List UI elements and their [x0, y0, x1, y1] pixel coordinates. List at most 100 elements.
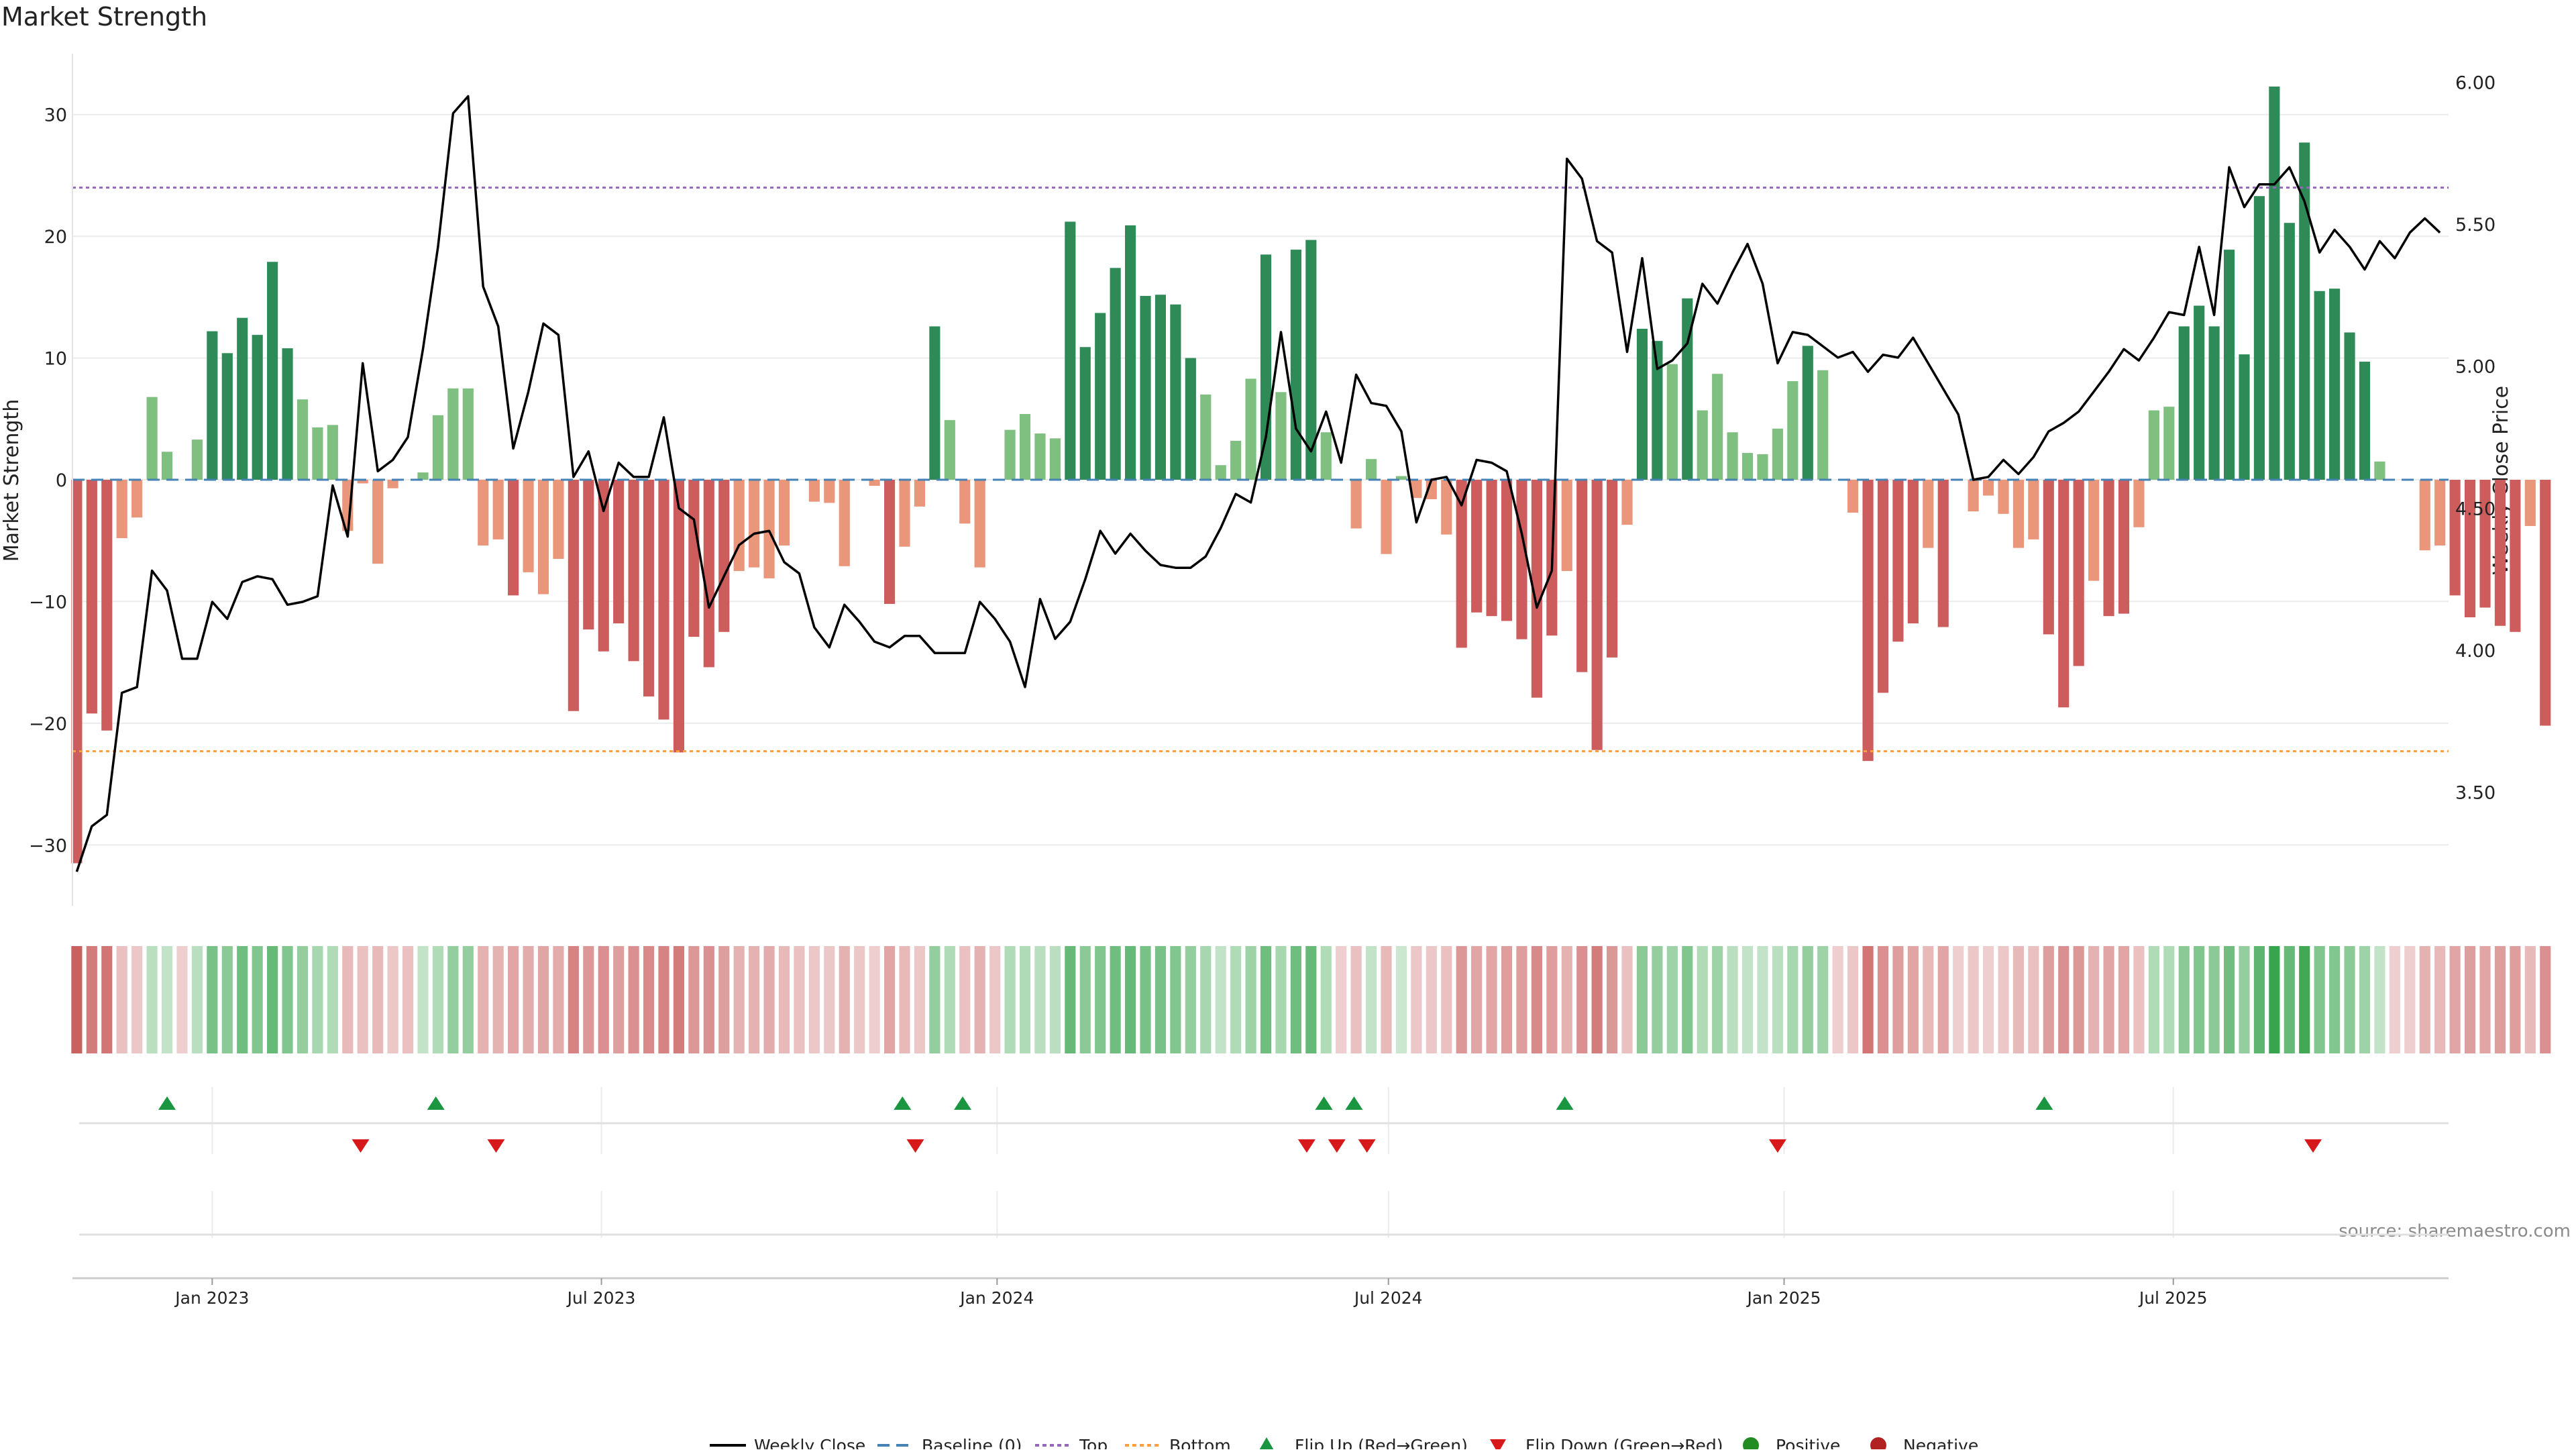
strength-bar: [207, 331, 218, 480]
strength-bar: [2299, 142, 2310, 480]
strength-bar: [1923, 480, 1934, 548]
flip-down-marker: [1297, 1139, 1316, 1153]
strength-bar: [2012, 480, 2024, 548]
strength-bar: [237, 317, 248, 480]
heat-cell: [1892, 946, 1904, 1053]
strength-bar: [553, 480, 564, 559]
heat-cell: [1877, 946, 1889, 1053]
x-tick-label: Jan 2023: [174, 1288, 249, 1308]
strength-bar: [508, 480, 519, 596]
heat-cell: [1531, 946, 1542, 1053]
heat-cell: [207, 946, 218, 1053]
strength-bar: [537, 480, 549, 594]
strength-bar: [1561, 480, 1572, 572]
strength-bar: [1847, 480, 1859, 513]
strength-bar: [2494, 480, 2506, 626]
heat-cell: [1923, 946, 1934, 1053]
strength-bar: [1652, 341, 1663, 480]
strength-bar: [778, 480, 790, 546]
strength-bar: [583, 480, 594, 630]
heat-cell: [2043, 946, 2054, 1053]
heat-cell: [824, 946, 835, 1053]
legend-label: Top: [1079, 1436, 1108, 1449]
heat-cell: [2359, 946, 2371, 1053]
strength-bar: [1636, 329, 1648, 480]
strength-bar: [1607, 480, 1618, 658]
heat-cell: [1802, 946, 1813, 1053]
heat-cell: [2253, 946, 2265, 1053]
heat-cell: [2434, 946, 2446, 1053]
heat-cell: [282, 946, 293, 1053]
x-axis: Jan 2023 Jul 2023 Jan 2024 Jul 2024 Jan 2025…: [72, 1277, 2449, 1308]
strength-bar: [1576, 480, 1588, 672]
strength-bar: [2223, 250, 2235, 480]
heat-cell: [643, 946, 655, 1053]
heat-cell: [1065, 946, 1076, 1053]
heat-cell: [237, 946, 248, 1053]
y-tick-label: −30: [29, 835, 67, 856]
strength-bar: [432, 415, 444, 480]
heat-cell: [1230, 946, 1242, 1053]
legend-label: Flip Up (Red→Green): [1295, 1436, 1468, 1449]
y2-tick-label: 4.50: [2455, 499, 2496, 519]
strength-bar: [1004, 429, 1016, 480]
strength-bar: [1411, 480, 1422, 499]
heat-cell: [598, 946, 609, 1053]
strength-bar: [523, 480, 534, 572]
strength-bar: [2434, 480, 2446, 546]
heat-cell: [131, 946, 143, 1053]
strength-bar: [1065, 221, 1076, 480]
heat-cell: [1320, 946, 1332, 1053]
strength-bar: [2464, 480, 2476, 618]
heat-cell: [297, 946, 309, 1053]
strength-bar: [974, 480, 985, 568]
strength-bar: [869, 480, 880, 486]
legend-label: Weekly Close: [754, 1436, 865, 1449]
strength-bar: [2239, 354, 2250, 480]
strength-bar: [221, 353, 233, 480]
strength-bar: [131, 480, 143, 518]
strength-bar: [1170, 304, 1181, 480]
heat-cell: [613, 946, 625, 1053]
heat-cell: [2344, 946, 2355, 1053]
strength-bar: [2329, 289, 2341, 480]
heat-cell: [1682, 946, 1693, 1053]
strength-bar: [613, 480, 625, 624]
heat-cell: [2058, 946, 2070, 1053]
y-tick-label: 0: [56, 470, 67, 491]
y-tick-label: −20: [29, 714, 67, 735]
heat-cell: [899, 946, 910, 1053]
heat-cell: [1411, 946, 1422, 1053]
strength-bar: [1185, 358, 1196, 480]
heat-cell: [492, 946, 504, 1053]
heat-cell: [1004, 946, 1016, 1053]
heat-cell: [372, 946, 384, 1053]
strength-bar: [2540, 480, 2551, 726]
flip-up-marker: [158, 1096, 176, 1110]
strength-bar: [2178, 326, 2190, 480]
heat-cell: [794, 946, 805, 1053]
heat-cell: [2073, 946, 2084, 1053]
strength-bar: [2148, 410, 2159, 480]
strength-bar: [2524, 480, 2536, 526]
flip-up-marker: [1345, 1096, 1363, 1110]
flip-down-marker: [1358, 1139, 1376, 1153]
heat-cell: [2148, 946, 2159, 1053]
heat-cell: [1110, 946, 1121, 1053]
strength-bar: [1486, 480, 1497, 617]
flip-down-marker: [2304, 1139, 2322, 1153]
heat-cell: [2223, 946, 2235, 1053]
heat-cell: [357, 946, 368, 1053]
heat-cell: [703, 946, 714, 1053]
heat-cell: [2404, 946, 2416, 1053]
strength-bar: [1937, 480, 1949, 627]
flip-up-marker: [2035, 1096, 2053, 1110]
strength-bar: [2118, 480, 2130, 614]
strength-bar: [1621, 480, 1633, 525]
strength-bar: [447, 388, 459, 480]
heat-cell: [1953, 946, 1964, 1053]
strength-bar: [2163, 407, 2175, 480]
heat-cell: [146, 946, 158, 1053]
legend-swatch-negative: [1870, 1437, 1886, 1452]
heat-cell: [176, 946, 188, 1053]
